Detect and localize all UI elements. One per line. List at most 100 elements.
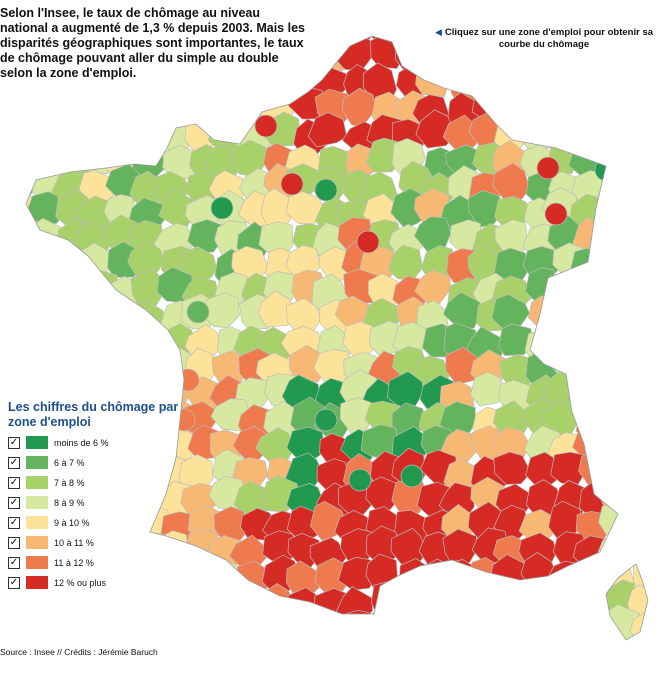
employment-zone[interactable]	[284, 611, 319, 649]
employment-zone[interactable]	[49, 67, 85, 102]
employment-zone[interactable]	[469, 18, 505, 51]
employment-zone[interactable]	[27, 36, 68, 74]
employment-zone[interactable]	[50, 317, 89, 356]
employment-zone[interactable]	[5, 607, 45, 645]
employment-zone[interactable]	[80, 317, 119, 354]
employment-zone[interactable]	[536, 156, 560, 180]
employment-zone[interactable]	[209, 31, 248, 69]
employment-zone[interactable]	[544, 202, 568, 226]
employment-zone[interactable]	[209, 608, 249, 646]
employment-zone[interactable]	[625, 457, 662, 495]
employment-zone[interactable]	[187, 219, 224, 253]
employment-zone[interactable]	[501, 606, 536, 643]
employment-zone[interactable]	[4, 112, 43, 150]
employment-zone[interactable]	[232, 583, 270, 619]
employment-zone[interactable]	[416, 38, 453, 72]
employment-zone[interactable]	[494, 43, 530, 81]
employment-zone[interactable]	[208, 9, 248, 49]
legend-checkbox[interactable]: ✓	[8, 477, 20, 489]
employment-zone[interactable]	[599, 68, 636, 101]
employment-zone[interactable]	[3, 136, 42, 175]
employment-zone[interactable]	[627, 142, 664, 182]
employment-zone[interactable]	[179, 11, 217, 47]
employment-zone[interactable]	[80, 93, 117, 129]
employment-zone[interactable]	[627, 66, 662, 102]
employment-zone[interactable]	[127, 350, 165, 387]
employment-zone[interactable]	[210, 63, 250, 101]
employment-zone[interactable]	[78, 113, 115, 149]
employment-zone[interactable]	[595, 398, 634, 437]
employment-zone[interactable]	[594, 298, 633, 336]
employment-zone[interactable]	[628, 295, 663, 333]
employment-zone[interactable]	[625, 482, 664, 518]
employment-zone[interactable]	[314, 178, 338, 202]
employment-zone[interactable]	[604, 268, 642, 305]
employment-zone[interactable]	[180, 611, 217, 649]
legend-checkbox[interactable]: ✓	[8, 437, 20, 449]
employment-zone[interactable]	[604, 111, 640, 147]
employment-zone[interactable]	[111, 36, 148, 71]
employment-zone[interactable]	[550, 609, 588, 647]
employment-zone[interactable]	[598, 222, 639, 259]
employment-zone[interactable]	[184, 114, 219, 153]
employment-zone[interactable]	[54, 345, 92, 381]
employment-zone[interactable]	[4, 60, 39, 99]
employment-zone[interactable]	[597, 423, 634, 464]
legend-checkbox[interactable]: ✓	[8, 557, 20, 569]
employment-zone[interactable]	[2, 14, 38, 51]
legend-checkbox[interactable]: ✓	[8, 457, 20, 469]
employment-zone[interactable]	[568, 12, 609, 46]
employment-zone[interactable]	[400, 464, 424, 488]
employment-zone[interactable]	[574, 270, 613, 304]
employment-zone[interactable]	[445, 346, 479, 386]
employment-zone[interactable]	[337, 556, 376, 591]
employment-zone[interactable]	[48, 299, 85, 339]
employment-zone[interactable]	[234, 609, 273, 645]
employment-zone[interactable]	[468, 57, 501, 93]
employment-zone[interactable]	[263, 11, 304, 49]
employment-zone[interactable]	[547, 270, 585, 309]
employment-zone[interactable]	[396, 13, 432, 50]
employment-zone[interactable]	[29, 111, 63, 152]
employment-zone[interactable]	[98, 299, 137, 334]
employment-zone[interactable]	[32, 59, 68, 97]
employment-zone[interactable]	[573, 558, 607, 594]
employment-zone[interactable]	[314, 408, 338, 432]
employment-zone[interactable]	[285, 191, 326, 225]
employment-zone[interactable]	[210, 196, 234, 220]
employment-zone[interactable]	[131, 322, 167, 360]
employment-zone[interactable]	[29, 144, 66, 179]
employment-zone[interactable]	[254, 114, 278, 138]
employment-zone[interactable]	[621, 379, 656, 416]
employment-zone[interactable]	[628, 39, 661, 76]
employment-zone[interactable]	[439, 607, 480, 642]
employment-zone[interactable]	[470, 582, 509, 616]
employment-zone[interactable]	[415, 11, 454, 50]
employment-zone[interactable]	[235, 64, 273, 101]
employment-zone[interactable]	[601, 139, 636, 175]
employment-zone[interactable]	[521, 34, 558, 73]
employment-zone[interactable]	[528, 295, 565, 329]
employment-zone[interactable]	[132, 115, 170, 150]
employment-zone[interactable]	[127, 299, 167, 339]
employment-zone[interactable]	[152, 83, 189, 122]
employment-zone[interactable]	[598, 501, 636, 535]
employment-zone[interactable]	[571, 93, 611, 128]
employment-zone[interactable]	[396, 610, 434, 647]
employment-zone[interactable]	[594, 158, 618, 182]
employment-zone[interactable]	[101, 349, 138, 387]
employment-zone[interactable]	[574, 321, 612, 360]
employment-zone[interactable]	[576, 41, 614, 78]
employment-zone[interactable]	[546, 10, 581, 44]
employment-zone[interactable]	[604, 240, 639, 282]
employment-zone[interactable]	[132, 13, 166, 50]
employment-zone[interactable]	[286, 36, 323, 72]
employment-zone[interactable]	[604, 8, 640, 43]
employment-zone[interactable]	[622, 85, 659, 124]
employment-zone[interactable]	[515, 607, 554, 640]
employment-zone[interactable]	[627, 9, 665, 48]
employment-zone[interactable]	[625, 346, 659, 384]
employment-zone[interactable]	[28, 267, 66, 305]
employment-zone[interactable]	[56, 93, 93, 130]
employment-zone[interactable]	[76, 36, 113, 74]
